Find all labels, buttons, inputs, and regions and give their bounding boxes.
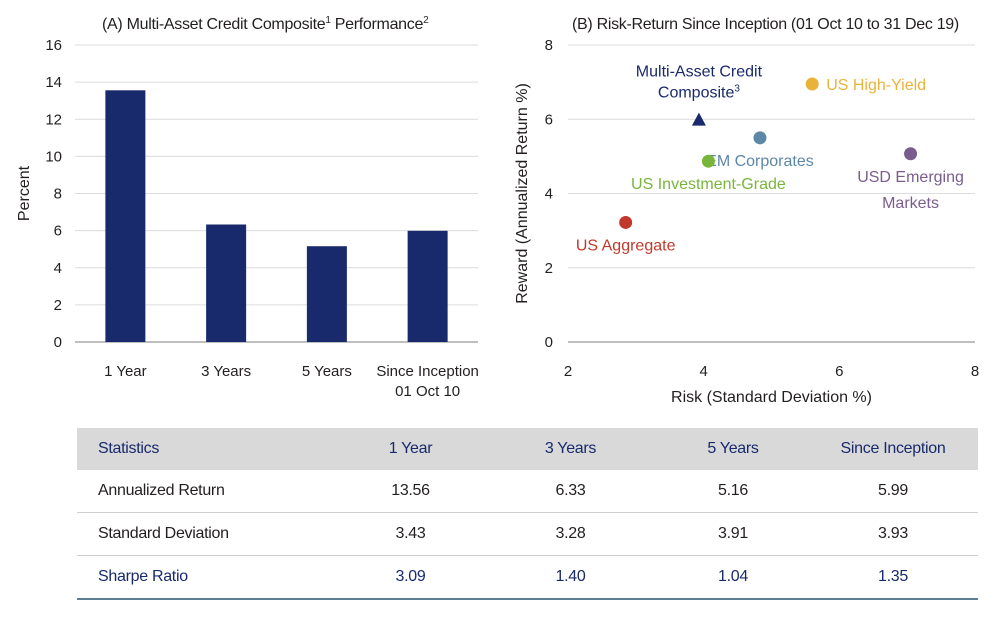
x-tick-label: 1 Year [104, 363, 147, 380]
x-axis-label: Risk (Standard Deviation %) [671, 389, 872, 406]
table-row: Sharpe Ratio 3.09 1.40 1.04 1.35 [77, 556, 978, 599]
x-tick-label: Since Inception [376, 363, 479, 380]
chart-b-title: (B) Risk-Return Since Inception (01 Oct … [572, 16, 959, 33]
bar [407, 230, 448, 342]
y-tick-label: 4 [545, 186, 553, 203]
table-cell: 6.33 [555, 482, 586, 499]
x-tick-label: 5 Years [302, 363, 352, 380]
table-cell: 3.09 [395, 568, 426, 585]
scatter-point [805, 77, 819, 91]
chart-a-title: (A) Multi-Asset Credit Composite1 Perfor… [102, 15, 429, 34]
x-tick-label: 8 [971, 363, 979, 380]
x-tick-label: 01 Oct 10 [395, 383, 460, 400]
table-cell: 3.43 [395, 525, 426, 542]
point-label: USD Emerging [857, 169, 964, 186]
header-3-years: 3 Years [544, 440, 597, 457]
header-since-inception: Since Inception [840, 440, 946, 457]
y-tick-label: 8 [545, 37, 553, 54]
y-axis-label: Reward (Annualized Return %) [514, 83, 531, 304]
y-tick-label: 0 [54, 334, 62, 351]
x-tick-label: 2 [564, 363, 572, 380]
x-tick-label: 6 [835, 363, 843, 380]
y-tick-label: 2 [54, 297, 62, 314]
table-cell: 1.35 [878, 568, 908, 585]
table-cell: 3.93 [878, 525, 908, 542]
statistics-table: Statistics 1 Year 3 Years 5 Years Since … [77, 428, 978, 600]
scatter-point [904, 147, 918, 161]
x-tick-label: 4 [699, 363, 707, 380]
bar-chart: 0 2 4 6 8 10 12 14 16 Percent 1 Year 3 Years 5 Years… [16, 37, 479, 400]
table-cell: 13.56 [391, 482, 430, 499]
point-label: EM Corporates [706, 153, 814, 170]
y-tick-label: 6 [54, 223, 62, 240]
table-row: Standard Deviation 3.43 3.28 3.91 3.93 [77, 513, 978, 556]
scatter-point [691, 112, 706, 126]
table-cell: 3.91 [718, 525, 748, 542]
row-label: Standard Deviation [98, 525, 229, 542]
bar [105, 90, 146, 342]
point-label: Multi-Asset Credit [636, 64, 763, 81]
table-header-row: Statistics 1 Year 3 Years 5 Years Since … [77, 428, 978, 470]
header-5-years: 5 Years [707, 440, 759, 457]
y-tick-label: 10 [45, 148, 62, 165]
point-label: US High-Yield [826, 77, 926, 94]
scatter-point [701, 154, 715, 168]
y-axis-label: Percent [16, 165, 33, 221]
point-label: US Investment-Grade [631, 176, 786, 193]
y-tick-label: 6 [545, 111, 553, 128]
y-tick-label: 4 [54, 260, 62, 277]
y-tick-label: 16 [45, 37, 62, 54]
header-statistics: Statistics [98, 440, 160, 457]
y-tick-label: 2 [545, 260, 553, 277]
table-cell: 3.28 [555, 525, 586, 542]
scatter-point [619, 215, 633, 229]
y-tick-label: 0 [545, 334, 553, 351]
y-tick-label: 12 [45, 111, 62, 128]
scatter-point [753, 131, 767, 145]
point-label: US Aggregate [576, 237, 676, 254]
table-row: Annualized Return 13.56 6.33 5.16 5.99 [77, 470, 978, 513]
header-1-year: 1 Year [388, 440, 433, 457]
table-cell: 5.99 [878, 482, 908, 499]
y-tick-label: 14 [45, 74, 62, 91]
table-cell: 1.40 [555, 568, 586, 585]
row-label: Sharpe Ratio [98, 568, 188, 585]
table-cell: 5.16 [718, 482, 748, 499]
point-label: Markets [882, 195, 939, 212]
table-cell: 1.04 [718, 568, 748, 585]
bar [206, 224, 247, 342]
bar [306, 246, 347, 342]
row-label: Annualized Return [98, 482, 225, 499]
y-tick-label: 8 [54, 186, 62, 203]
x-tick-label: 3 Years [201, 363, 251, 380]
point-label: Composite3 [658, 84, 740, 102]
